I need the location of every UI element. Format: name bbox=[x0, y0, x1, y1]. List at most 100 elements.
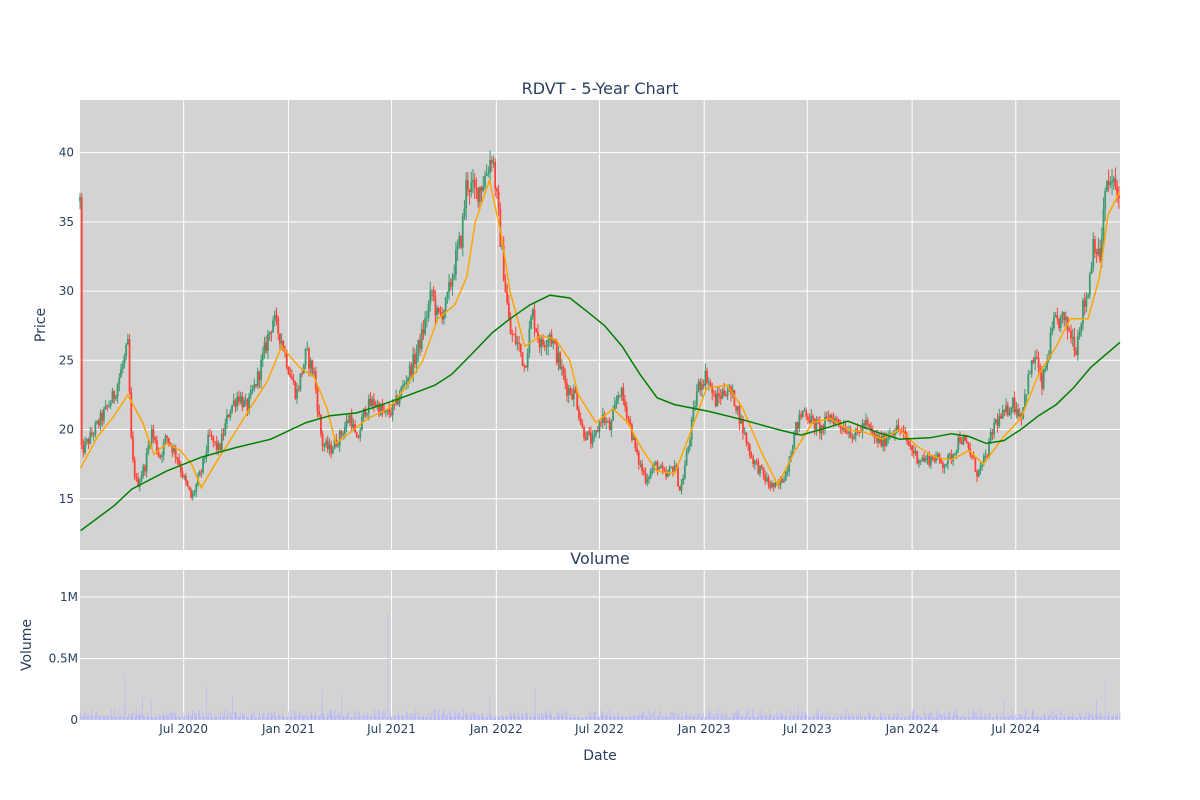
volume-bar bbox=[918, 715, 919, 720]
candle-body bbox=[448, 282, 450, 293]
candle-body bbox=[135, 476, 138, 478]
volume-bar bbox=[441, 717, 443, 720]
volume-bar bbox=[222, 715, 223, 720]
candle-body bbox=[371, 399, 374, 406]
candle-body bbox=[538, 338, 541, 348]
volume-bar bbox=[863, 717, 865, 720]
volume-bar bbox=[629, 711, 630, 720]
volume-bar bbox=[255, 717, 256, 720]
volume-bar bbox=[286, 717, 288, 720]
volume-bar bbox=[979, 714, 981, 720]
volume-bar bbox=[666, 716, 667, 720]
volume-bar bbox=[813, 715, 815, 720]
candle-body bbox=[911, 446, 914, 451]
candle-body bbox=[337, 445, 339, 447]
volume-bar bbox=[961, 714, 963, 720]
volume-bar bbox=[559, 713, 560, 720]
volume-bar bbox=[635, 717, 636, 720]
candle-body bbox=[444, 297, 447, 312]
volume-bar bbox=[833, 716, 834, 720]
volume-bar bbox=[1104, 681, 1106, 720]
volume-bar bbox=[1111, 715, 1113, 720]
volume-bar bbox=[119, 718, 121, 720]
volume-bar bbox=[692, 715, 694, 720]
volume-bar bbox=[724, 715, 726, 720]
candle-body bbox=[167, 437, 170, 443]
volume-bar bbox=[529, 717, 531, 720]
volume-bar bbox=[1059, 717, 1061, 720]
volume-bar bbox=[900, 718, 902, 720]
volume-bar bbox=[563, 716, 564, 720]
volume-bar bbox=[861, 718, 863, 720]
volume-bar bbox=[916, 716, 917, 720]
candle-body bbox=[658, 467, 661, 470]
volume-bar bbox=[369, 717, 371, 720]
volume-bar bbox=[186, 714, 187, 720]
volume-bar bbox=[693, 716, 695, 720]
candle-body bbox=[921, 457, 924, 461]
volume-bar bbox=[535, 716, 536, 720]
candle-body bbox=[566, 383, 568, 396]
volume-bar bbox=[227, 710, 228, 720]
volume-bar bbox=[92, 718, 93, 720]
candle-body bbox=[572, 389, 575, 400]
ma-long-line bbox=[80, 294, 1121, 532]
volume-bar bbox=[447, 718, 449, 720]
candle-body bbox=[718, 393, 720, 397]
volume-bar bbox=[740, 714, 741, 720]
volume-bar bbox=[455, 715, 457, 720]
candle-body bbox=[639, 463, 642, 465]
candle-body bbox=[270, 331, 273, 333]
volume-bar bbox=[1049, 714, 1051, 720]
volume-bar bbox=[453, 717, 455, 720]
volume-bar bbox=[457, 716, 459, 720]
volume-bar bbox=[182, 715, 183, 720]
candle-body bbox=[386, 409, 389, 411]
volume-bar bbox=[656, 715, 658, 720]
volume-bar bbox=[167, 714, 169, 720]
volume-bar bbox=[840, 714, 842, 720]
volume-bar bbox=[619, 717, 620, 720]
candle-body bbox=[678, 486, 681, 491]
candle-body bbox=[988, 440, 990, 458]
candle-body bbox=[672, 467, 674, 472]
candle-body bbox=[164, 435, 167, 443]
candle-body bbox=[750, 455, 753, 458]
candle-body bbox=[191, 493, 194, 498]
volume-bar bbox=[525, 718, 527, 720]
volume-bar bbox=[1076, 718, 1078, 720]
candle-body bbox=[543, 344, 546, 347]
volume-bar bbox=[550, 715, 552, 720]
volume-bar bbox=[258, 717, 260, 720]
volume-bar bbox=[235, 712, 237, 720]
volume-bar bbox=[889, 716, 891, 720]
candle-body bbox=[755, 460, 758, 462]
candle-body bbox=[967, 443, 970, 449]
volume-bar bbox=[136, 709, 137, 720]
candle-body bbox=[328, 444, 331, 450]
candle-body bbox=[979, 466, 982, 470]
volume-bar bbox=[877, 718, 878, 720]
volume-bar bbox=[287, 718, 289, 720]
volume-bar bbox=[314, 713, 315, 720]
candle-body bbox=[161, 455, 163, 458]
volume-bar bbox=[631, 714, 632, 720]
volume-bar bbox=[857, 711, 859, 720]
candle-body bbox=[220, 433, 223, 450]
volume-bar bbox=[442, 709, 444, 720]
volume-bar bbox=[585, 715, 587, 720]
volume-bar bbox=[899, 717, 901, 720]
candle-body bbox=[79, 197, 81, 202]
volume-bar bbox=[952, 715, 954, 720]
price-y-tick-label: 15 bbox=[59, 492, 74, 506]
volume-bar bbox=[175, 716, 177, 720]
volume-bar bbox=[940, 717, 942, 720]
volume-bar bbox=[191, 713, 193, 720]
candle-body bbox=[357, 437, 360, 439]
volume-bar bbox=[526, 717, 528, 720]
volume-bar bbox=[379, 709, 380, 720]
price-gridlines bbox=[80, 100, 1120, 550]
candle-body bbox=[190, 489, 192, 498]
volume-bar bbox=[777, 717, 778, 720]
volume-bar bbox=[387, 716, 388, 720]
